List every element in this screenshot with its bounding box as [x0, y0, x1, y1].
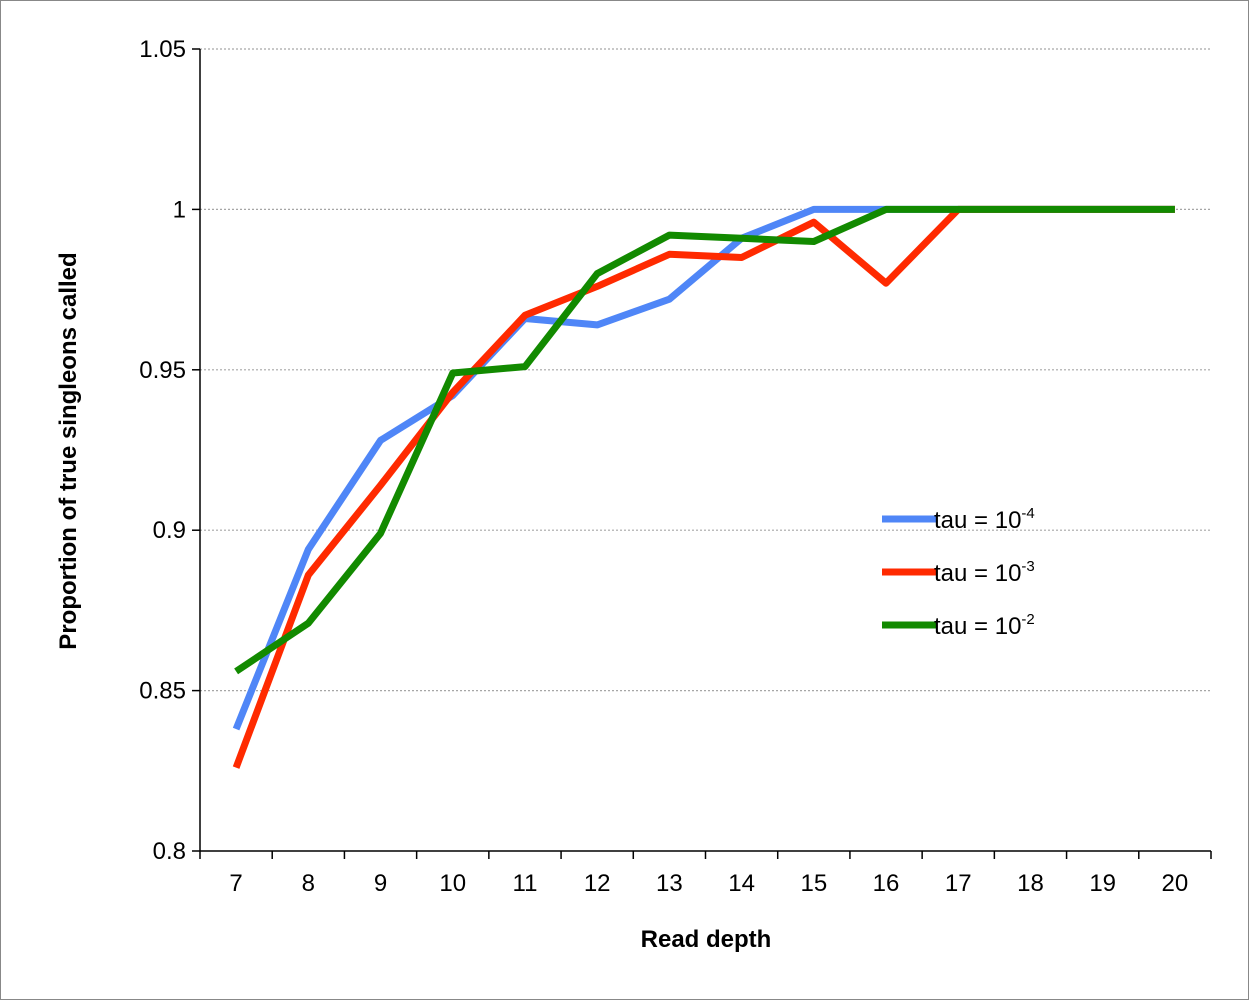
- y-tick-label: 0.8: [153, 838, 186, 865]
- y-tick-label: 0.95: [139, 357, 186, 384]
- y-axis-title: Proportion of true singleons called: [55, 252, 82, 649]
- y-tick-label: 0.85: [139, 678, 186, 705]
- y-tick-label: 1.05: [139, 36, 186, 63]
- y-tick-label: 1: [173, 196, 186, 223]
- x-tick-label: 16: [873, 870, 900, 897]
- gridlines: [200, 48, 1211, 692]
- legend-label-1: tau = 10-4: [934, 505, 1035, 534]
- x-tick-label: 15: [800, 870, 827, 897]
- legend: tau = 10-4 tau = 10-3 tau = 10-2: [882, 505, 1035, 640]
- axes: [192, 48, 1212, 859]
- series-line-2: [232, 205, 1175, 769]
- x-tick-label: 20: [1162, 870, 1189, 897]
- series-line-3: [234, 205, 1175, 675]
- x-tick-label: 9: [374, 870, 387, 897]
- series-line-1: [232, 205, 1175, 731]
- x-tick-label: 8: [302, 870, 315, 897]
- x-tick-label: 10: [439, 870, 466, 897]
- legend-label-2: tau = 10-3: [934, 558, 1035, 587]
- x-tick-label: 13: [656, 870, 683, 897]
- legend-label-3: tau = 10-2: [934, 611, 1035, 640]
- x-tick-label: 7: [229, 870, 242, 897]
- y-tick-label: 0.9: [153, 517, 186, 544]
- x-tick-label: 11: [513, 870, 538, 897]
- x-tick-label: 18: [1017, 870, 1044, 897]
- tick-labels: 0.8 0.85 0.9 0.95 1 1.05 7 8 9 10 11 12 13 14 15 16 17 18…: [139, 36, 1188, 897]
- x-tick-label: 19: [1089, 870, 1116, 897]
- x-tick-label: 14: [728, 870, 755, 897]
- x-tick-label: 12: [584, 870, 611, 897]
- x-axis-title: Read depth: [641, 926, 772, 953]
- x-tick-label: 17: [945, 870, 972, 897]
- series-lines: [232, 205, 1175, 769]
